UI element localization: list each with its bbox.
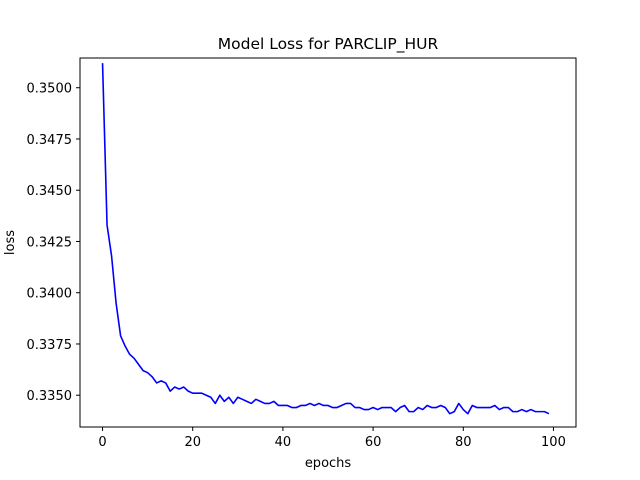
plot-area — [80, 58, 576, 427]
y-tick-label: 0.3500 — [27, 82, 73, 97]
x-tick-label: 60 — [365, 435, 382, 450]
series-layer — [101, 63, 550, 415]
y-tick-label: 0.3475 — [27, 133, 73, 148]
y-tick-label: 0.3350 — [27, 389, 73, 404]
y-axis-title: loss — [3, 230, 18, 255]
plot-frame — [79, 57, 577, 428]
x-tick-label: 80 — [455, 435, 472, 450]
chart-title: Model Loss for PARCLIP_HUR — [218, 35, 439, 54]
y-tick-label: 0.3400 — [27, 287, 73, 302]
loss-series-line — [101, 63, 550, 415]
x-tick-label: 20 — [184, 435, 201, 450]
x-tick-label: 40 — [275, 435, 292, 450]
tick-layer: 0 20 40 60 80 100 0.3350 0.3375 0.3400 0.3425 0.34… — [27, 82, 566, 450]
y-tick-label: 0.3425 — [27, 235, 73, 250]
y-tick-label: 0.3450 — [27, 184, 73, 199]
x-tick-label: 0 — [98, 435, 106, 450]
x-axis-title: epochs — [305, 456, 352, 471]
y-tick-label: 0.3375 — [27, 338, 73, 353]
x-tick-label: 100 — [541, 435, 566, 450]
